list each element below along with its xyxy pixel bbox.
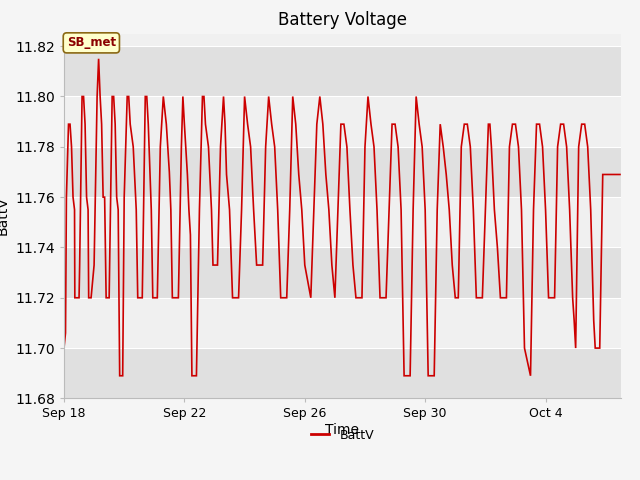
Y-axis label: BattV: BattV [0,197,10,235]
Bar [64,248,621,298]
Bar [64,147,621,197]
Title: Battery Voltage: Battery Voltage [278,11,407,29]
X-axis label: Time: Time [325,423,360,437]
Bar [64,348,621,398]
Bar [64,298,621,348]
Legend: BattV: BattV [306,424,379,447]
Text: SB_met: SB_met [67,36,116,49]
Bar [64,46,621,96]
Bar [64,197,621,248]
Bar [64,96,621,147]
